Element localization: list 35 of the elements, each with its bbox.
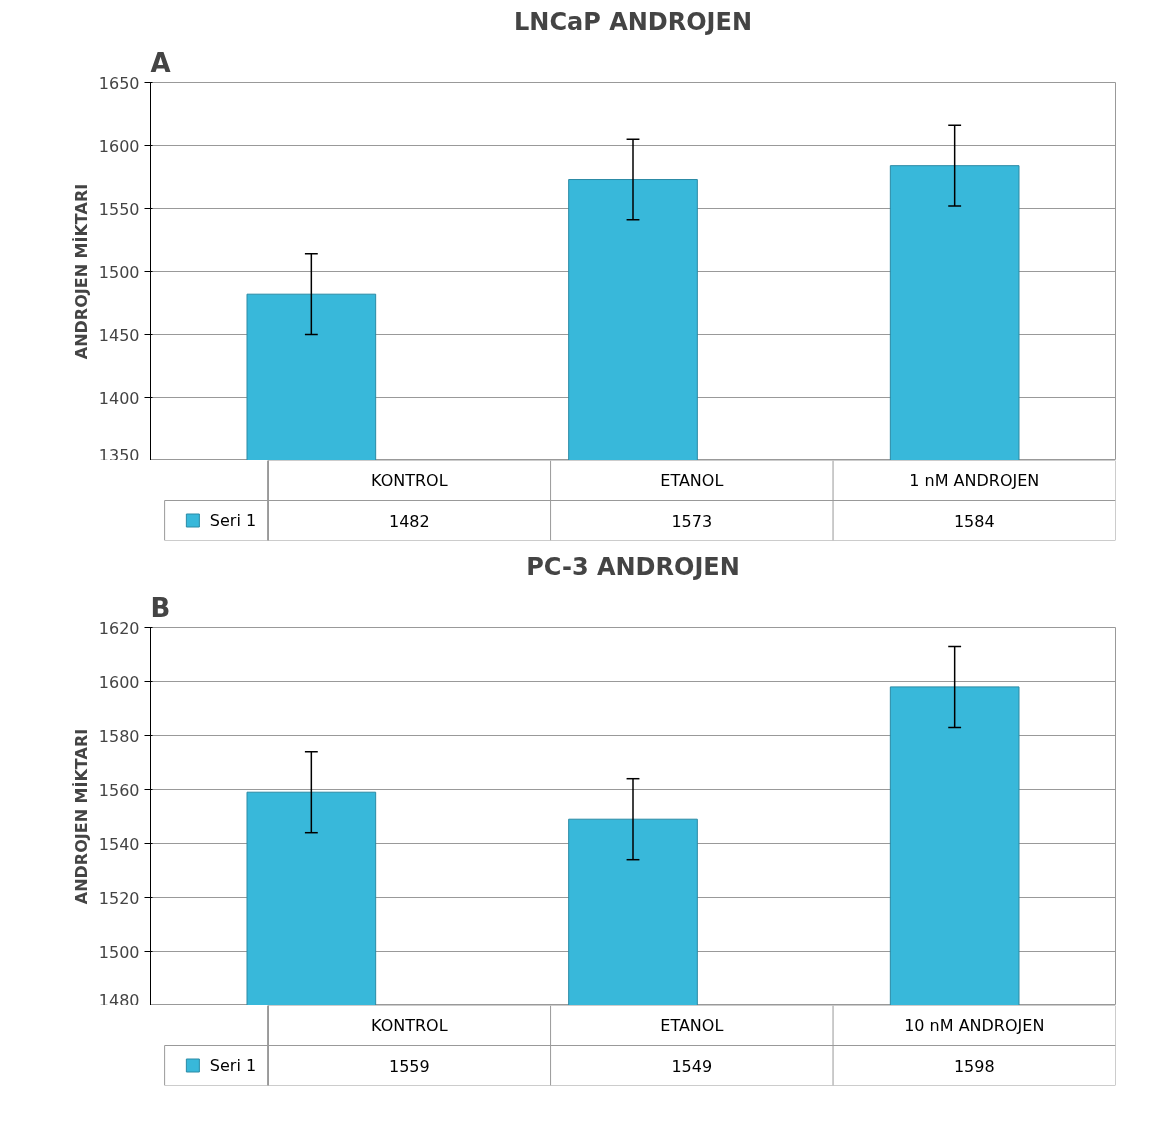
y-tick-label: 1480 <box>98 990 140 1010</box>
y-tick-label: 1650 <box>98 73 140 93</box>
x-tick-label: KONTROL <box>371 1016 448 1035</box>
data-label: 1584 <box>953 511 995 531</box>
data-label: 1549 <box>671 1056 713 1076</box>
y-tick-label: 1540 <box>98 834 140 854</box>
data-label: 1573 <box>671 511 713 531</box>
y-tick-label: 1400 <box>98 388 140 408</box>
text: A <box>150 47 171 78</box>
x-tick-label: 1 nM ANDROJEN <box>909 471 1040 490</box>
data-label: 1482 <box>388 511 430 531</box>
legend-label: Seri 1 <box>209 511 257 530</box>
data-label: 1598 <box>953 1056 995 1076</box>
text: B <box>150 592 171 623</box>
y-tick-label: 1450 <box>98 325 140 345</box>
y-tick-label: 1600 <box>98 672 140 692</box>
chart-title: PC-3 ANDROJEN <box>526 552 740 581</box>
y-tick-label: 1580 <box>98 726 140 746</box>
y-tick-label: 1500 <box>98 942 140 962</box>
y-tick-label: 1600 <box>98 136 140 156</box>
y-tick-label: 1350 <box>98 445 140 465</box>
x-tick-label: 10 nM ANDROJEN <box>904 1016 1045 1035</box>
y-tick-label: 1550 <box>98 199 140 219</box>
x-tick-label: ETANOL <box>660 471 724 490</box>
y-tick-label: 1520 <box>98 888 140 908</box>
y-tick-label: 1560 <box>98 780 140 800</box>
x-tick-label: KONTROL <box>371 471 448 490</box>
y-axis-title: ANDROJEN MİKTARI <box>71 728 91 905</box>
y-tick-label: 1620 <box>98 618 140 638</box>
legend-label: Seri 1 <box>209 1056 257 1075</box>
x-tick-label: ETANOL <box>660 1016 724 1035</box>
data-label: 1559 <box>388 1056 430 1076</box>
y-axis-title: ANDROJEN MİKTARI <box>71 183 91 360</box>
chart-title: LNCaP ANDROJEN <box>514 7 753 36</box>
y-tick-label: 1500 <box>98 262 140 282</box>
